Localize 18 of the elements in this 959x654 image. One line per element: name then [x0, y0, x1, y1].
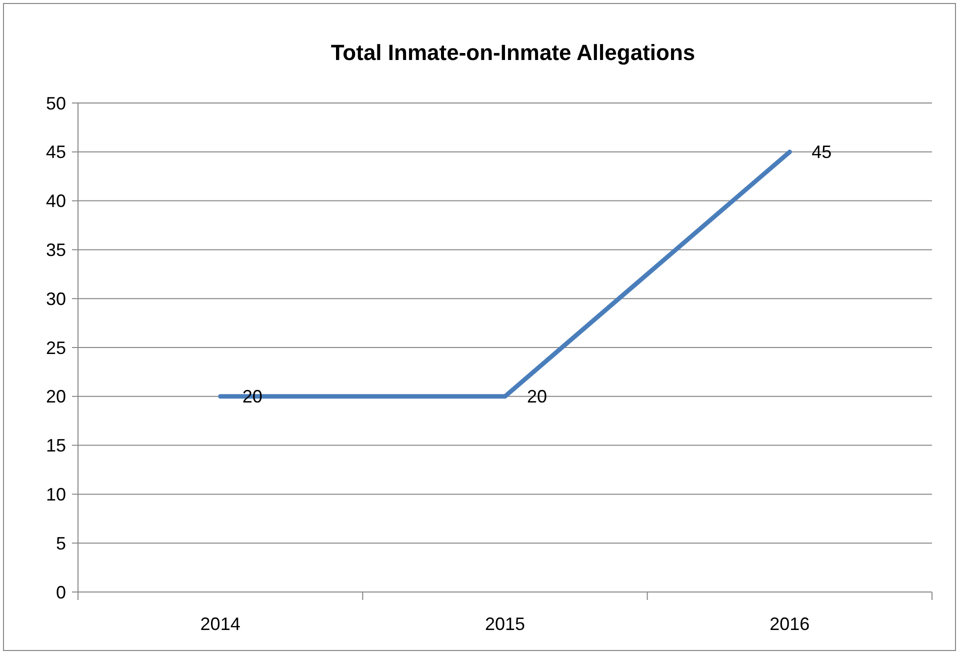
x-tick-label: 2014 [200, 614, 240, 634]
x-tick-label: 2016 [770, 614, 810, 634]
y-tick-label: 40 [46, 191, 66, 212]
y-tick-label: 30 [46, 288, 66, 309]
data-label: 45 [812, 142, 832, 162]
data-label: 20 [242, 386, 262, 407]
y-tick-label: 50 [46, 93, 66, 114]
y-tick-label: 45 [46, 142, 66, 162]
y-tick-label: 15 [46, 436, 66, 456]
y-tick-label: 5 [56, 533, 66, 554]
y-tick-label: 10 [46, 484, 66, 504]
y-tick-label: 20 [46, 386, 66, 407]
y-tick-label: 25 [46, 338, 66, 358]
y-tick-label: 0 [56, 582, 66, 602]
x-tick-label: 2015 [484, 614, 526, 634]
y-tick-label: 35 [46, 240, 66, 260]
chart-title: Total Inmate-on-Inmate Allegations [330, 40, 696, 65]
data-label: 20 [527, 386, 548, 407]
